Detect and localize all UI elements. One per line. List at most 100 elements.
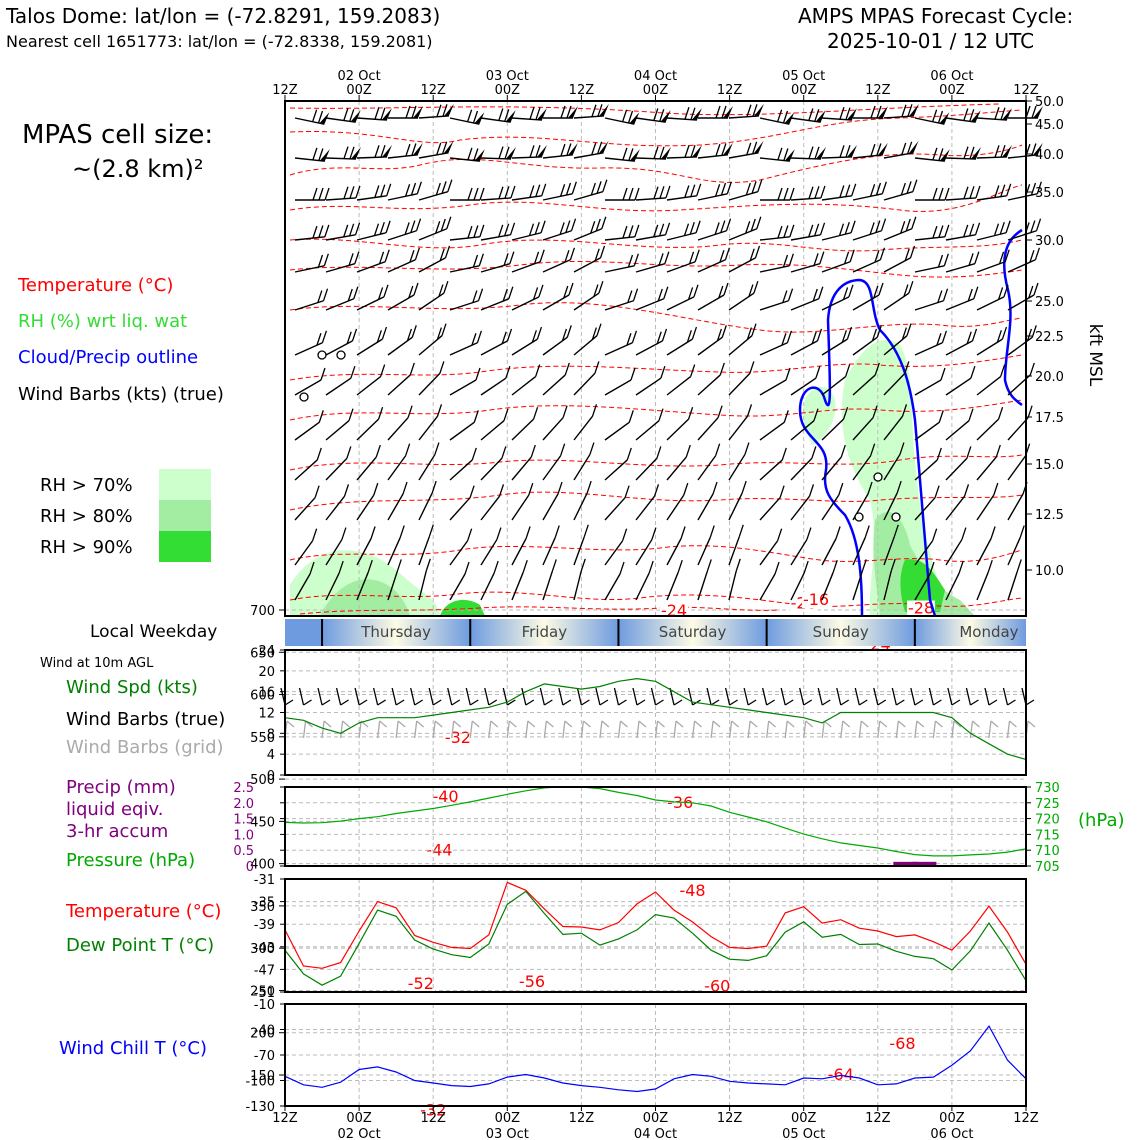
wind-barb xyxy=(635,366,666,396)
wind10m-grid-barb-flag xyxy=(972,720,980,728)
wind-barb xyxy=(449,330,483,356)
wind10m-grid-barb xyxy=(858,720,862,739)
wind10m-barb-flag xyxy=(933,699,942,706)
top-time-label: 00Z xyxy=(495,83,521,98)
wind-barb xyxy=(418,558,431,601)
wind10m-barb-flag xyxy=(303,699,312,706)
pressure-tick-label: 450 xyxy=(250,815,275,830)
wind-barb xyxy=(666,249,700,273)
wind-barb xyxy=(480,408,509,441)
wind10m-grid-barb xyxy=(451,720,455,739)
windchill-ytick-label: -10 xyxy=(254,998,275,1013)
wind-barb xyxy=(325,185,361,201)
wind10m-grid-barb xyxy=(673,720,677,739)
wind-barb xyxy=(542,443,566,481)
bottom-time-label: 12Z xyxy=(1013,1111,1039,1126)
pressure-tick-label: 250 xyxy=(250,984,275,999)
wind-barb xyxy=(945,222,981,241)
wind10m-barb xyxy=(743,687,749,706)
wind-barb xyxy=(604,253,639,273)
bottom-date-label: 06 Oct xyxy=(930,1127,973,1140)
wind10m-grid-barb-flag xyxy=(805,720,814,728)
weekday-band xyxy=(914,619,1026,646)
height-tick-label: 22.5 xyxy=(1035,330,1064,345)
wind10m-barb-flag xyxy=(840,699,850,706)
wind-barb xyxy=(883,140,919,159)
wind-barb xyxy=(480,328,513,356)
wind-barb xyxy=(604,109,640,125)
wind10m-grid-barb-flag xyxy=(1027,720,1036,728)
precip-ytick-label: 0.5 xyxy=(233,844,254,859)
temperature-contour-label: -56 xyxy=(519,972,545,991)
wind-barb xyxy=(325,286,359,311)
bottom-time-label: 12Z xyxy=(569,1111,595,1126)
wind-barb xyxy=(883,281,914,311)
height-tick-label: 17.5 xyxy=(1035,411,1064,426)
weekday-band-start xyxy=(285,619,323,646)
wind-barb xyxy=(325,484,350,521)
wind-barb xyxy=(914,330,948,356)
wind-barb xyxy=(356,144,392,159)
wind-barb xyxy=(635,108,671,123)
wind-barb xyxy=(759,528,783,566)
calm-wind-circle xyxy=(873,472,883,482)
height-tick-label: 35.0 xyxy=(1035,186,1064,201)
wind-barb xyxy=(418,103,454,119)
wind-barb xyxy=(821,444,846,481)
wind-barb xyxy=(790,185,826,201)
wind-barb xyxy=(418,281,449,311)
weekday-saturday: Saturday xyxy=(659,623,727,641)
wind-barb xyxy=(542,362,570,396)
wind-barb xyxy=(976,220,1011,241)
wind10m-grid-barb xyxy=(506,720,510,739)
wind-barb xyxy=(883,404,908,441)
top-time-label: 12Z xyxy=(569,83,595,98)
wind-barb xyxy=(635,527,657,566)
pressure-tick-label: 150 xyxy=(250,1069,275,1084)
wind-barb xyxy=(604,447,632,481)
wind-barb xyxy=(325,366,356,396)
wind-barb xyxy=(976,406,1004,441)
wind10m-grid-barb xyxy=(543,720,547,739)
wind-barb xyxy=(790,328,823,356)
wind-barb xyxy=(449,288,484,311)
wind-barb xyxy=(697,525,715,566)
wind-barb xyxy=(542,481,563,521)
wind-barb xyxy=(1007,247,1041,273)
contour-label-bg xyxy=(678,882,707,899)
rh-region-6 xyxy=(802,386,836,445)
wind-barb xyxy=(387,247,421,273)
wind10m-barb xyxy=(836,687,842,706)
cell-size-value: ~(2.8 km)² xyxy=(72,155,204,183)
wind10m-grid-barb-flag xyxy=(342,720,350,728)
pressure-tick-label: 700 xyxy=(250,604,275,619)
rh80-swatch xyxy=(159,500,211,531)
wind-barb xyxy=(542,559,557,601)
height-tick-label: 30.0 xyxy=(1035,234,1064,249)
wind10m-barb xyxy=(947,687,953,706)
wind10m-grid-barb xyxy=(988,720,992,739)
wind10m-grid-barb-flag xyxy=(897,720,906,728)
wind10m-grid-barb-flag xyxy=(879,720,888,728)
wind-barb xyxy=(511,144,547,159)
wind-barb xyxy=(790,527,812,566)
wind-barb xyxy=(635,185,671,201)
bottom-time-label: 00Z xyxy=(791,1111,817,1126)
wind-barb xyxy=(294,447,322,481)
calm-wind-circle xyxy=(336,350,346,360)
wind-barb xyxy=(573,216,607,241)
wind-barb xyxy=(294,561,315,601)
top-date-label: 06 Oct xyxy=(930,69,973,84)
wind-barb xyxy=(790,251,825,273)
wind10m-grid-barb xyxy=(339,720,344,739)
wind-barb xyxy=(294,330,328,356)
wind-barb xyxy=(542,218,577,241)
wind10m-barb-flag xyxy=(655,699,664,706)
wind-barb xyxy=(821,284,854,311)
wind10m-barb xyxy=(354,687,360,706)
wind10m-grid-barb xyxy=(488,720,492,739)
wind-barb xyxy=(1007,559,1022,601)
wind10m-grid-barb-flag xyxy=(990,720,999,728)
wind-barb xyxy=(666,284,699,311)
wind10m-barb xyxy=(465,687,471,706)
